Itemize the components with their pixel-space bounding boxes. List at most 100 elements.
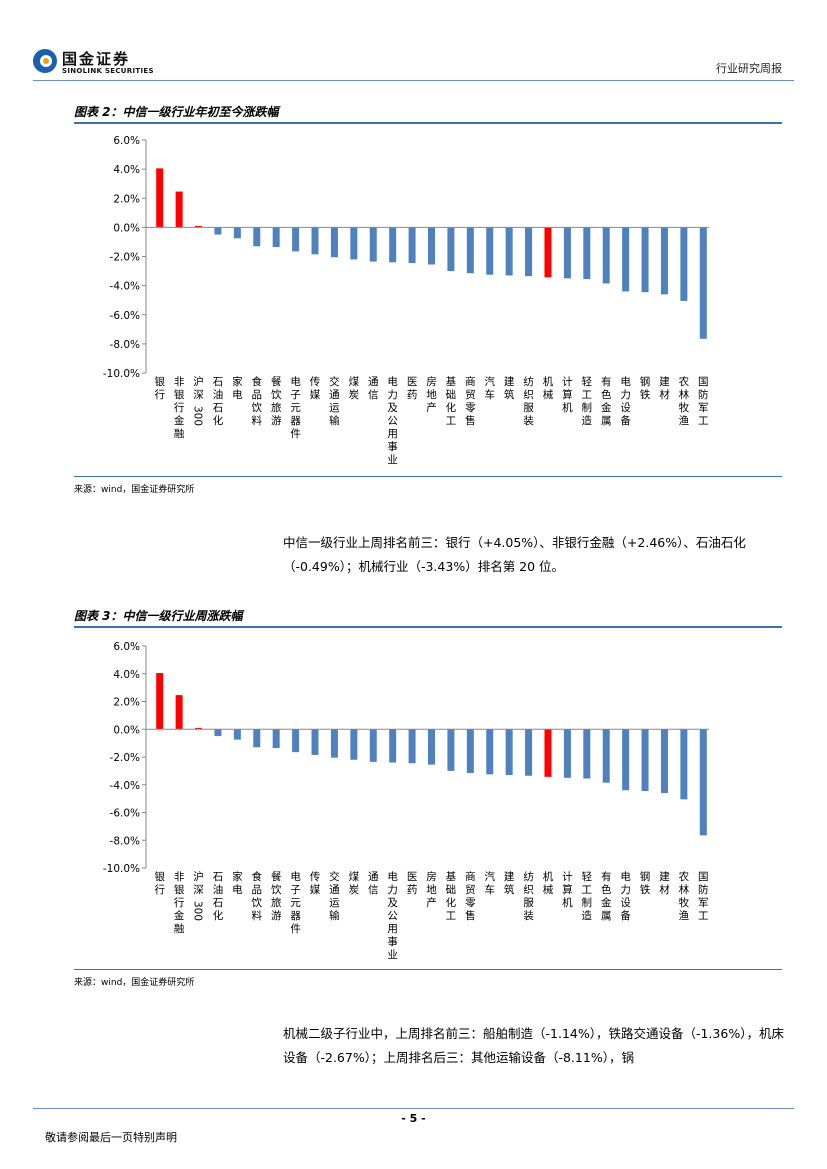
x-tick-label-char: 通 [329, 389, 340, 401]
paragraph-sub-industry: 机械二级子行业中，上周排名前三：船舶制造（-1.14%），铁路交通设备（-1.3… [283, 1026, 784, 1065]
bar-商贸零售 [466, 729, 474, 773]
x-tick-label-char: 林 [679, 883, 690, 896]
figure2-source: 来源：wind，国金证券研究所 [74, 485, 195, 495]
x-tick-label-char: 织 [523, 884, 534, 896]
x-tick-label-char: 运 [329, 402, 340, 414]
bar-家电 [233, 227, 241, 239]
x-tick-label-char: 农 [679, 870, 690, 883]
bar-交通运输 [330, 227, 338, 258]
x-tick-label-char: 售 [465, 414, 476, 427]
x-tick-label-char: 牧 [679, 896, 690, 909]
x-tick-label-char: 色 [601, 883, 612, 896]
x-tick-label-char: 融 [174, 428, 185, 440]
x-tick-label-char: 煤 [349, 375, 360, 388]
x-tick-label-char: 炭 [349, 389, 360, 401]
y-tick-label: -2.0% [110, 752, 140, 764]
x-tick-label-char: 工 [698, 415, 709, 427]
x-tick-label-char: 轻 [582, 870, 593, 883]
x-tick-label-char: 行 [174, 401, 185, 414]
x-tick-label-char: 化 [446, 401, 457, 414]
x-tick-label-char: 材 [659, 883, 670, 896]
bar-电子元器件 [292, 227, 300, 252]
y-tick-label: 0.0% [113, 724, 140, 736]
y-tick-label: -10.0% [103, 368, 140, 380]
x-tick-label-char: 础 [446, 884, 457, 896]
x-tick-label-char: 旅 [271, 401, 282, 414]
bar-餐饮旅游 [272, 729, 280, 748]
bar-食品饮料 [253, 729, 261, 748]
bar-轻工制造 [583, 227, 591, 280]
x-tick-label-char: 深 [193, 884, 204, 896]
bar-商贸零售 [466, 227, 474, 274]
x-tick-label-char: 牧 [679, 401, 690, 414]
x-tick-label-char: 通 [368, 376, 379, 388]
x-tick-label-char: 售 [465, 909, 476, 922]
footer-divider [33, 1108, 794, 1109]
x-tick-label-char: 设 [620, 402, 631, 414]
y-tick-label: -8.0% [110, 339, 140, 351]
x-tick-label-char: 械 [543, 388, 554, 401]
x-tick-label-char: 房 [426, 375, 437, 388]
x-tick-label-char: 子 [290, 884, 301, 896]
bar-餐饮旅游 [272, 227, 280, 248]
x-tick-label-char: 油 [213, 388, 224, 401]
x-tick-label-char: 器 [290, 415, 301, 427]
x-tick-label-char: 备 [620, 909, 631, 922]
x-tick-label-char: 织 [523, 389, 534, 401]
x-tick-label-char: 元 [290, 402, 301, 414]
x-tick-label-part: 300 [192, 406, 204, 426]
x-tick-label-char: 用 [387, 428, 398, 440]
bar-钢铁 [641, 729, 649, 791]
x-tick-label-char: 备 [620, 414, 631, 427]
figure2-bottom-rule [74, 476, 782, 477]
x-tick-label-char: 餐 [271, 870, 282, 883]
x-tick-label-char: 机 [543, 870, 554, 883]
bar-建筑 [505, 729, 513, 776]
x-tick-label-char: 元 [290, 897, 301, 909]
x-tick-label-char: 力 [387, 883, 398, 896]
x-tick-label-char: 军 [698, 402, 709, 414]
bar-汽车 [486, 729, 494, 775]
x-tick-label-char: 服 [523, 897, 534, 909]
x-tick-label-char: 输 [329, 414, 340, 427]
bar-汽车 [486, 227, 494, 275]
y-tick-label: -4.0% [110, 281, 140, 293]
bar-石油石化 [214, 729, 222, 737]
x-tick-label-char: 纺 [523, 375, 534, 388]
x-tick-label-char: 饮 [252, 401, 263, 414]
x-tick-label-char: 沪 [193, 870, 204, 883]
x-tick-label-char: 非 [174, 376, 185, 388]
x-tick-label-char: 用 [387, 923, 398, 935]
x-tick-label-char: 医 [407, 871, 418, 883]
x-tick-label-char: 电 [620, 870, 631, 883]
x-tick-label-char: 基 [446, 375, 457, 388]
bar-通信 [369, 227, 377, 262]
x-tick-label-char: 传 [310, 376, 321, 388]
x-tick-label-char: 旅 [271, 896, 282, 909]
x-tick-label-char: 工 [582, 884, 593, 896]
x-tick-label-char: 计 [562, 870, 573, 883]
x-tick-label-char: 建 [659, 375, 670, 388]
x-tick-label-char: 属 [601, 415, 612, 427]
bar-电力及公用事业 [389, 729, 397, 763]
x-tick-label-char: 沪 [193, 375, 204, 388]
x-tick-label-char: 交 [329, 870, 340, 883]
x-tick-label-char: 信 [368, 884, 379, 896]
x-tick-label-char: 件 [290, 428, 301, 440]
x-tick-label-char: 装 [523, 909, 534, 922]
y-tick-label: -6.0% [110, 808, 140, 820]
bar-轻工制造 [583, 729, 591, 779]
x-tick-label-char: 电 [620, 375, 631, 388]
x-tick-label-char: 装 [523, 414, 534, 427]
x-tick-label-char: 煤 [349, 870, 360, 883]
x-tick-label-char: 化 [446, 896, 457, 909]
y-tick-label: 0.0% [113, 222, 140, 234]
x-tick-label-char: 汽 [484, 375, 495, 388]
x-tick-label-char: 车 [484, 883, 495, 896]
x-tick-label-char: 筑 [504, 388, 515, 401]
x-tick-label-char: 金 [174, 414, 185, 427]
x-tick-label-char: 电 [387, 375, 398, 388]
x-tick-label-char: 银 [154, 870, 165, 883]
x-tick-label-char: 国 [698, 871, 709, 883]
x-tick-label-char: 车 [484, 388, 495, 401]
